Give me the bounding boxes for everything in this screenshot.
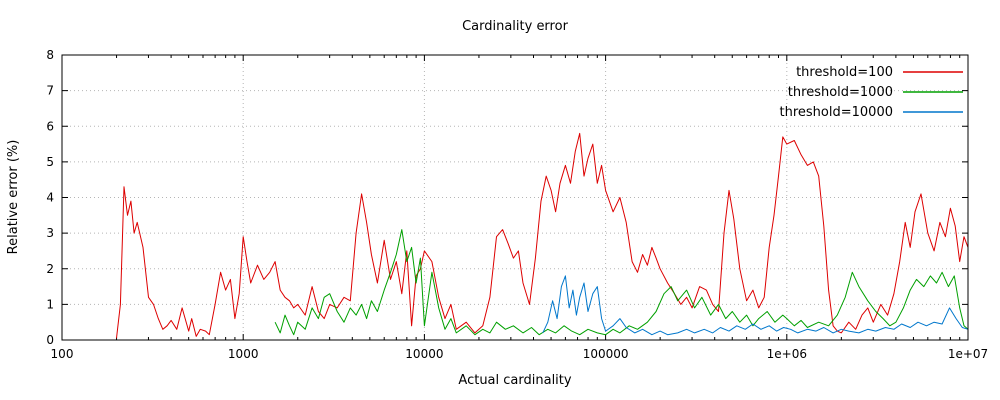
legend-label-threshold-10000: threshold=10000	[780, 105, 893, 120]
series-line-threshold-1000	[274, 229, 969, 336]
x-tick-label: 1e+07	[948, 347, 988, 361]
x-tick-label: 100000	[583, 347, 629, 361]
y-tick-label: 1	[46, 297, 54, 311]
legend-item-threshold-100: threshold=100	[796, 65, 963, 80]
chart-title: Cardinality error	[462, 19, 569, 34]
series-line-threshold-10000	[542, 275, 969, 336]
y-tick-label: 6	[46, 119, 54, 133]
grid-lines	[62, 55, 968, 340]
y-tick-label: 2	[46, 262, 54, 276]
legend: threshold=100 threshold=1000 threshold=1…	[780, 65, 963, 120]
y-tick-label: 7	[46, 84, 54, 98]
tick-labels: 100 1000 10000 100000 1e+06 1e+07 0 1 2 3 4 5 6 7 8	[46, 48, 988, 361]
x-tick-label: 1000	[228, 347, 259, 361]
y-tick-label: 4	[46, 191, 54, 205]
x-tick-label: 10000	[405, 347, 443, 361]
y-tick-label: 8	[46, 48, 54, 62]
y-tick-label: 5	[46, 155, 54, 169]
x-tick-label: 1e+06	[767, 347, 807, 361]
plot-border	[61, 54, 969, 341]
series-line-threshold-100	[116, 132, 969, 339]
data-series	[116, 132, 969, 339]
legend-label-threshold-1000: threshold=1000	[788, 85, 893, 100]
legend-label-threshold-100: threshold=100	[796, 65, 893, 80]
legend-item-threshold-10000: threshold=10000	[780, 105, 963, 120]
x-axis-label: Actual cardinality	[458, 373, 571, 388]
y-tick-label: 3	[46, 226, 54, 240]
y-axis-label: Relative error (%)	[6, 140, 21, 255]
y-tick-label: 0	[46, 333, 54, 347]
legend-item-threshold-1000: threshold=1000	[788, 85, 963, 100]
x-tick-label: 100	[51, 347, 74, 361]
